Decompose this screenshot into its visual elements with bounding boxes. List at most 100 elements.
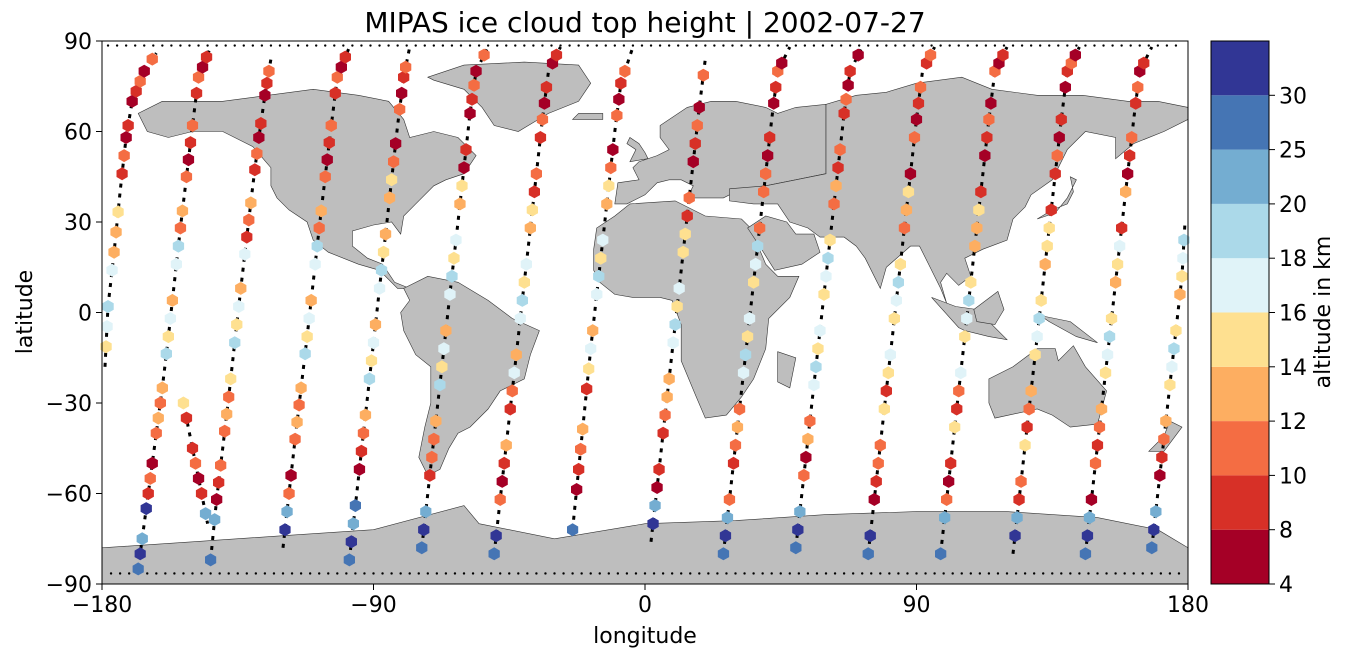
polar-track-dot (779, 572, 782, 575)
polar-track-dot (767, 44, 770, 47)
polar-track-dot (441, 44, 445, 47)
polar-track-dot (133, 44, 137, 47)
cloud-marker (345, 535, 357, 549)
polar-track-dot (848, 44, 852, 47)
polar-track-dot (544, 572, 547, 575)
cloud-marker (400, 60, 412, 74)
cloud-marker (464, 106, 476, 120)
cloud-marker (325, 119, 337, 132)
polar-track-dot (749, 44, 752, 47)
cloud-marker (331, 70, 343, 84)
polar-track-dot (1032, 572, 1036, 575)
polar-track-dot (459, 44, 463, 47)
cloud-marker (1120, 185, 1132, 199)
cloud-marker (295, 381, 307, 395)
cloud-marker (762, 149, 774, 163)
cloud-marker (830, 179, 842, 193)
cloud-marker (1160, 414, 1172, 428)
cloud-marker (1053, 131, 1065, 144)
polar-track-dot (342, 44, 345, 47)
cloud-marker (347, 517, 359, 531)
cloud-marker (1069, 48, 1081, 62)
polar-track-dot (381, 572, 384, 575)
cloud-marker (386, 173, 398, 187)
cloud-marker (1089, 456, 1102, 470)
cloud-marker (506, 384, 518, 398)
cloud-marker (904, 167, 917, 181)
cloud-marker (1112, 257, 1124, 271)
polar-track-dot (1066, 44, 1069, 47)
polar-track-dot (1165, 44, 1169, 47)
polar-track-dot (354, 572, 357, 575)
polar-track-dot (170, 44, 173, 47)
cloud-marker (669, 318, 681, 332)
cloud-marker (1101, 348, 1114, 362)
polar-track-dot (1005, 572, 1009, 575)
y-tick-label: −60 (46, 483, 92, 508)
cloud-marker (357, 426, 370, 440)
polar-track-dot (797, 572, 801, 575)
cloud-marker (293, 398, 305, 412)
polar-track-dot (314, 44, 318, 47)
cloud-marker (514, 312, 526, 325)
polar-track-dot (146, 572, 149, 575)
cloud-marker (1041, 239, 1053, 253)
cloud-marker (239, 247, 251, 261)
cloud-marker (603, 179, 615, 193)
cloud-marker (892, 275, 904, 289)
cloud-marker (460, 143, 472, 157)
cloud-marker (373, 281, 386, 295)
cloud-marker (1158, 432, 1170, 446)
cloud-marker (1122, 167, 1134, 181)
cloud-marker (1083, 511, 1096, 525)
polar-track-dot (906, 572, 909, 575)
y-tick-label: 0 (78, 302, 92, 327)
polar-track-dot (471, 572, 475, 575)
polar-track-dot (444, 572, 448, 575)
polar-track-dot (514, 44, 517, 47)
cloud-marker (687, 155, 699, 169)
polar-track-dot (824, 572, 828, 575)
cloud-marker (748, 275, 760, 289)
colorbar-segment (1211, 529, 1269, 584)
cloud-marker (375, 263, 388, 277)
cloud-marker (466, 92, 478, 106)
cloud-marker (832, 161, 844, 175)
polar-track-dot (1159, 572, 1163, 575)
colorbar-segment (1211, 312, 1269, 367)
cloud-marker (186, 441, 199, 455)
polar-track-dot (815, 572, 819, 575)
cloud-marker (339, 50, 351, 64)
polar-track-dot (722, 44, 725, 47)
cloud-marker (597, 233, 609, 247)
cloud-marker (323, 136, 335, 150)
cloud-marker (1138, 56, 1150, 70)
cloud-marker (303, 312, 315, 325)
polar-track-dot (242, 44, 245, 47)
cloud-marker (689, 137, 701, 151)
cloud-marker (750, 257, 762, 271)
cloud-marker (567, 523, 579, 537)
cloud-marker (285, 468, 297, 482)
polar-track-dot (888, 572, 891, 575)
cloud-marker (490, 529, 502, 543)
cloud-marker (814, 324, 826, 338)
cloud-marker (353, 462, 366, 476)
cloud-marker (842, 78, 854, 92)
cloud-marker (681, 209, 693, 223)
cloud-marker (315, 204, 327, 218)
chart-title: MIPAS ice cloud top height | 2002-07-27 (364, 6, 925, 39)
polar-track-dot (649, 44, 653, 47)
cloud-marker (973, 203, 985, 217)
land-arabia (747, 215, 821, 271)
polar-track-dot (993, 44, 997, 47)
cloud-marker (177, 396, 190, 410)
cloud-marker (259, 88, 271, 102)
cloud-marker (219, 424, 231, 438)
cloud-marker (444, 287, 456, 301)
polar-track-dot (333, 44, 336, 47)
cloud-marker (943, 474, 955, 488)
y-tick-label: 90 (64, 30, 92, 55)
cloud-marker (935, 547, 947, 561)
